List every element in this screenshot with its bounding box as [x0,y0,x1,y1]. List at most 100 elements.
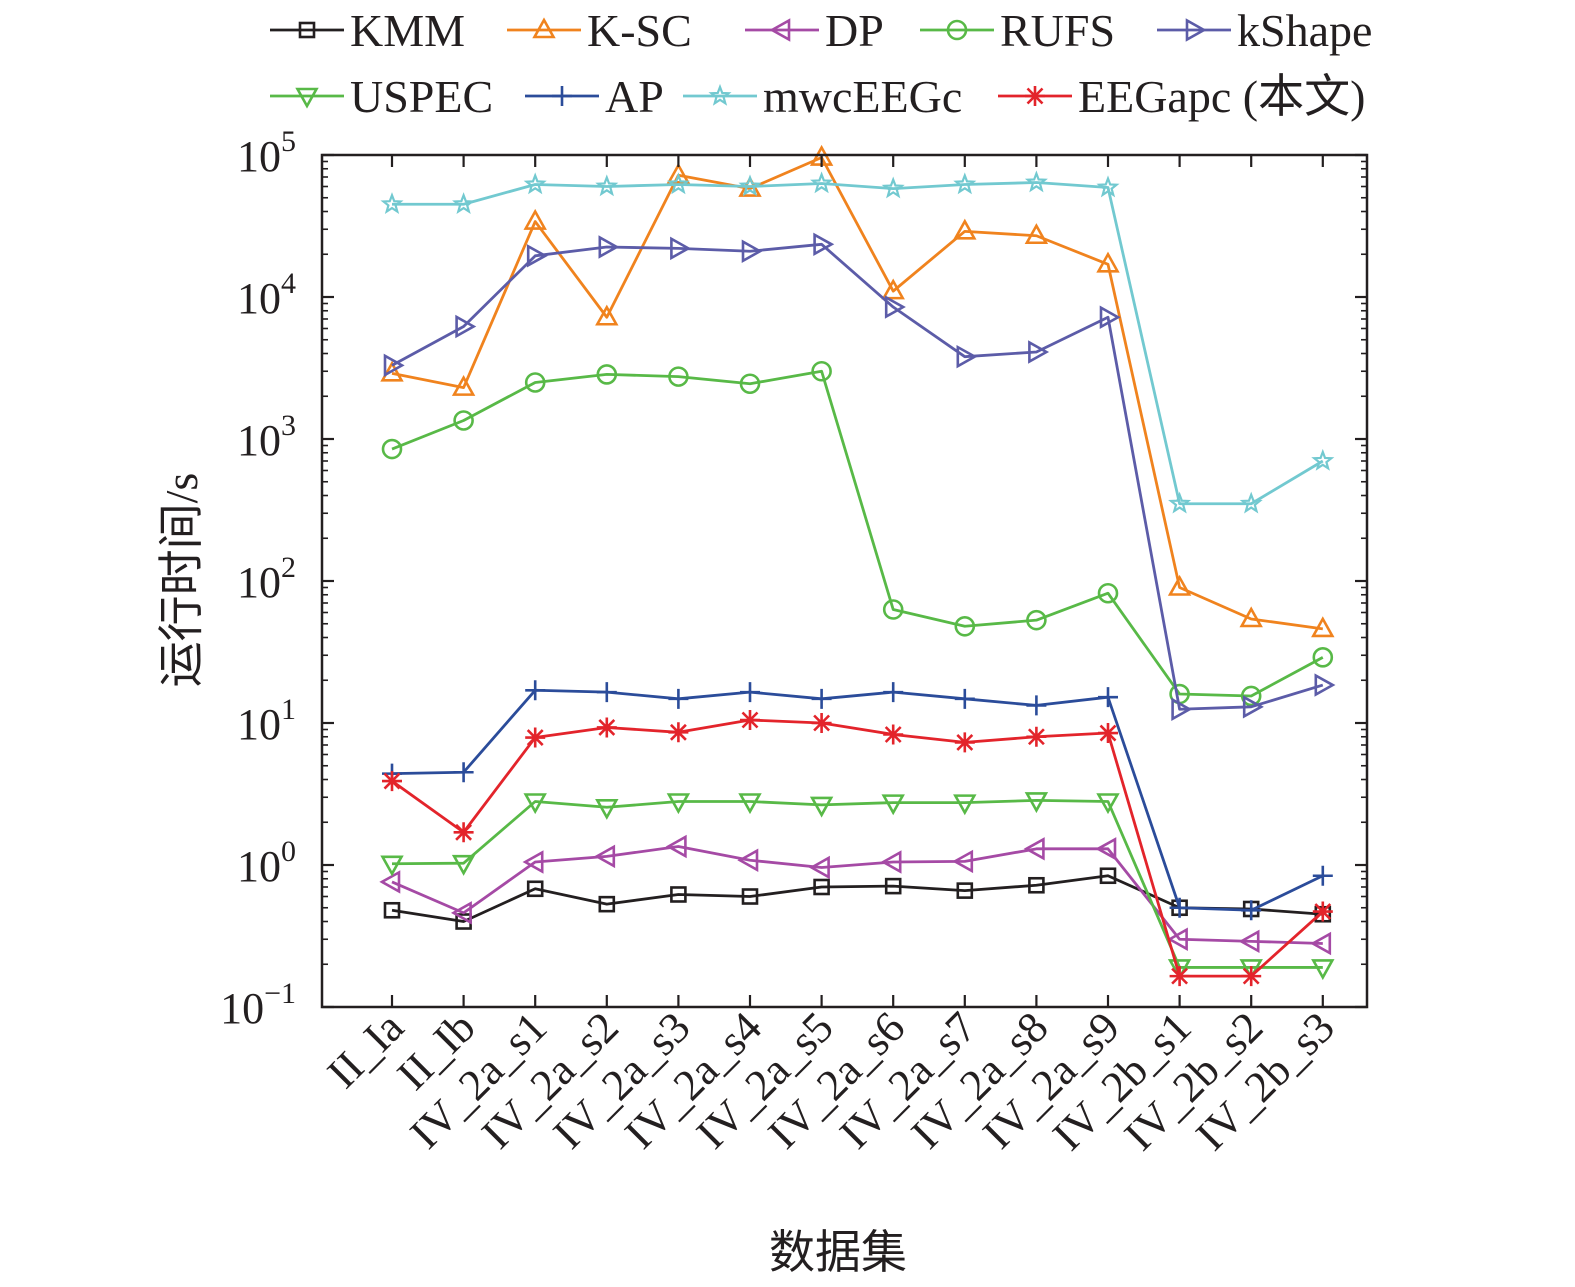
data-point-eegapc [382,771,402,792]
legend-item-rufs: RUFS [920,5,1115,56]
data-point-dp [1238,929,1260,954]
legend-item-kmm: KMM [270,5,465,56]
data-point-kmm [1099,867,1117,885]
data-point-mwceegc [810,171,834,194]
data-point-kshape [383,353,405,378]
data-point-ap [1241,900,1262,921]
data-point-ap [1312,865,1333,886]
data-point-kshape [670,236,692,261]
legend-marker [298,21,316,39]
data-point-mwceegc [523,172,547,195]
data-point-kshape [1028,340,1050,364]
data-point-kmm [598,895,616,913]
data-point-kshape [598,235,620,259]
data-point-k-sc [1167,574,1192,596]
data-point-eegapc [811,713,832,733]
data-point-ap [453,762,474,783]
data-point-dp [808,855,830,880]
series-line-mwceegc [392,181,1324,506]
data-point-uspec [809,796,834,818]
data-point-kshape [813,232,835,257]
data-point-kmm [884,877,902,895]
data-point-dp [522,850,544,874]
data-point-kshape [455,314,477,339]
data-point-uspec [666,793,691,815]
data-point-rufs [524,372,546,393]
y-tick-label: 103 [237,409,296,465]
data-point-k-sc [666,162,691,184]
data-point-eegapc [740,709,760,730]
data-point-mwceegc [595,174,619,197]
legend-marker [1185,18,1207,42]
legend-item-uspec: USPEC [270,71,493,122]
data-point-mwceegc [1024,170,1048,193]
data-point-rufs [1097,582,1119,604]
data-point-k-sc [523,208,547,230]
data-point-rufs [811,360,832,382]
data-point-uspec [953,794,977,816]
legend-item-ap: AP [525,71,664,122]
data-point-mwceegc [881,176,905,199]
legend-label: mwcEEGc [763,71,962,122]
legend-marker [295,87,319,109]
y-tick-label: 100 [237,835,296,891]
data-point-eegapc [1241,966,1262,987]
series-line-k-sc [391,156,1323,631]
data-point-dp [379,870,401,894]
series-kshape [383,232,1336,721]
y-tick-label: 104 [237,267,296,323]
data-point-rufs [1312,647,1334,668]
data-point-k-sc [1024,223,1049,245]
data-point-ap [668,688,689,709]
data-point-uspec [1024,792,1049,814]
data-point-eegapc [1169,966,1190,987]
data-point-k-sc [380,360,404,382]
data-point-rufs [1240,685,1262,707]
legend-marker [552,86,572,106]
legend-label: USPEC [350,71,493,122]
data-point-mwceegc [738,174,762,197]
data-point-k-sc [1311,616,1335,638]
data-point-uspec [881,794,905,816]
data-point-kshape [1171,697,1193,721]
data-point-rufs [739,373,761,395]
data-point-kmm [670,886,687,903]
data-point-kshape [884,295,906,319]
data-point-kshape [526,244,548,268]
legend-item-kshape: kShape [1157,5,1372,56]
x-axis-ticks: II_IaII_IbIV_2a_s1IV_2a_s2IV_2a_s3IV_2a_… [318,155,1344,1160]
data-point-ap [954,688,975,709]
legend-item-k-sc: K-SC [507,5,692,56]
data-point-kshape [741,239,763,263]
data-point-ap [1098,687,1118,708]
data-point-rufs [453,410,474,431]
legend-marker [532,17,556,39]
data-point-rufs [882,599,904,620]
data-point-kmm [526,880,544,898]
data-point-mwceegc [666,172,690,195]
legend-label: RUFS [1000,5,1115,56]
data-point-ap [525,680,546,701]
data-point-dp [952,849,974,874]
data-point-rufs [1026,609,1047,631]
plot-frame [320,153,1369,1009]
plot-series [379,144,1336,987]
data-point-kmm [741,888,759,905]
y-tick-label: 102 [237,551,296,607]
data-point-kmm [956,882,974,899]
y-axis-title: 运行时间/s [156,473,207,688]
data-point-mwceegc [1096,175,1120,198]
data-point-uspec [451,854,476,876]
data-point-dp [880,850,902,874]
data-point-rufs [668,366,689,387]
data-point-uspec [1239,959,1263,981]
data-point-k-sc [1096,251,1120,273]
data-point-dp [665,834,687,859]
data-point-uspec [380,855,404,877]
series-dp [379,834,1332,956]
data-point-k-sc [1239,606,1263,628]
data-point-ap [740,682,760,703]
series-mwceegc [380,170,1335,514]
legend-label: DP [825,5,884,56]
